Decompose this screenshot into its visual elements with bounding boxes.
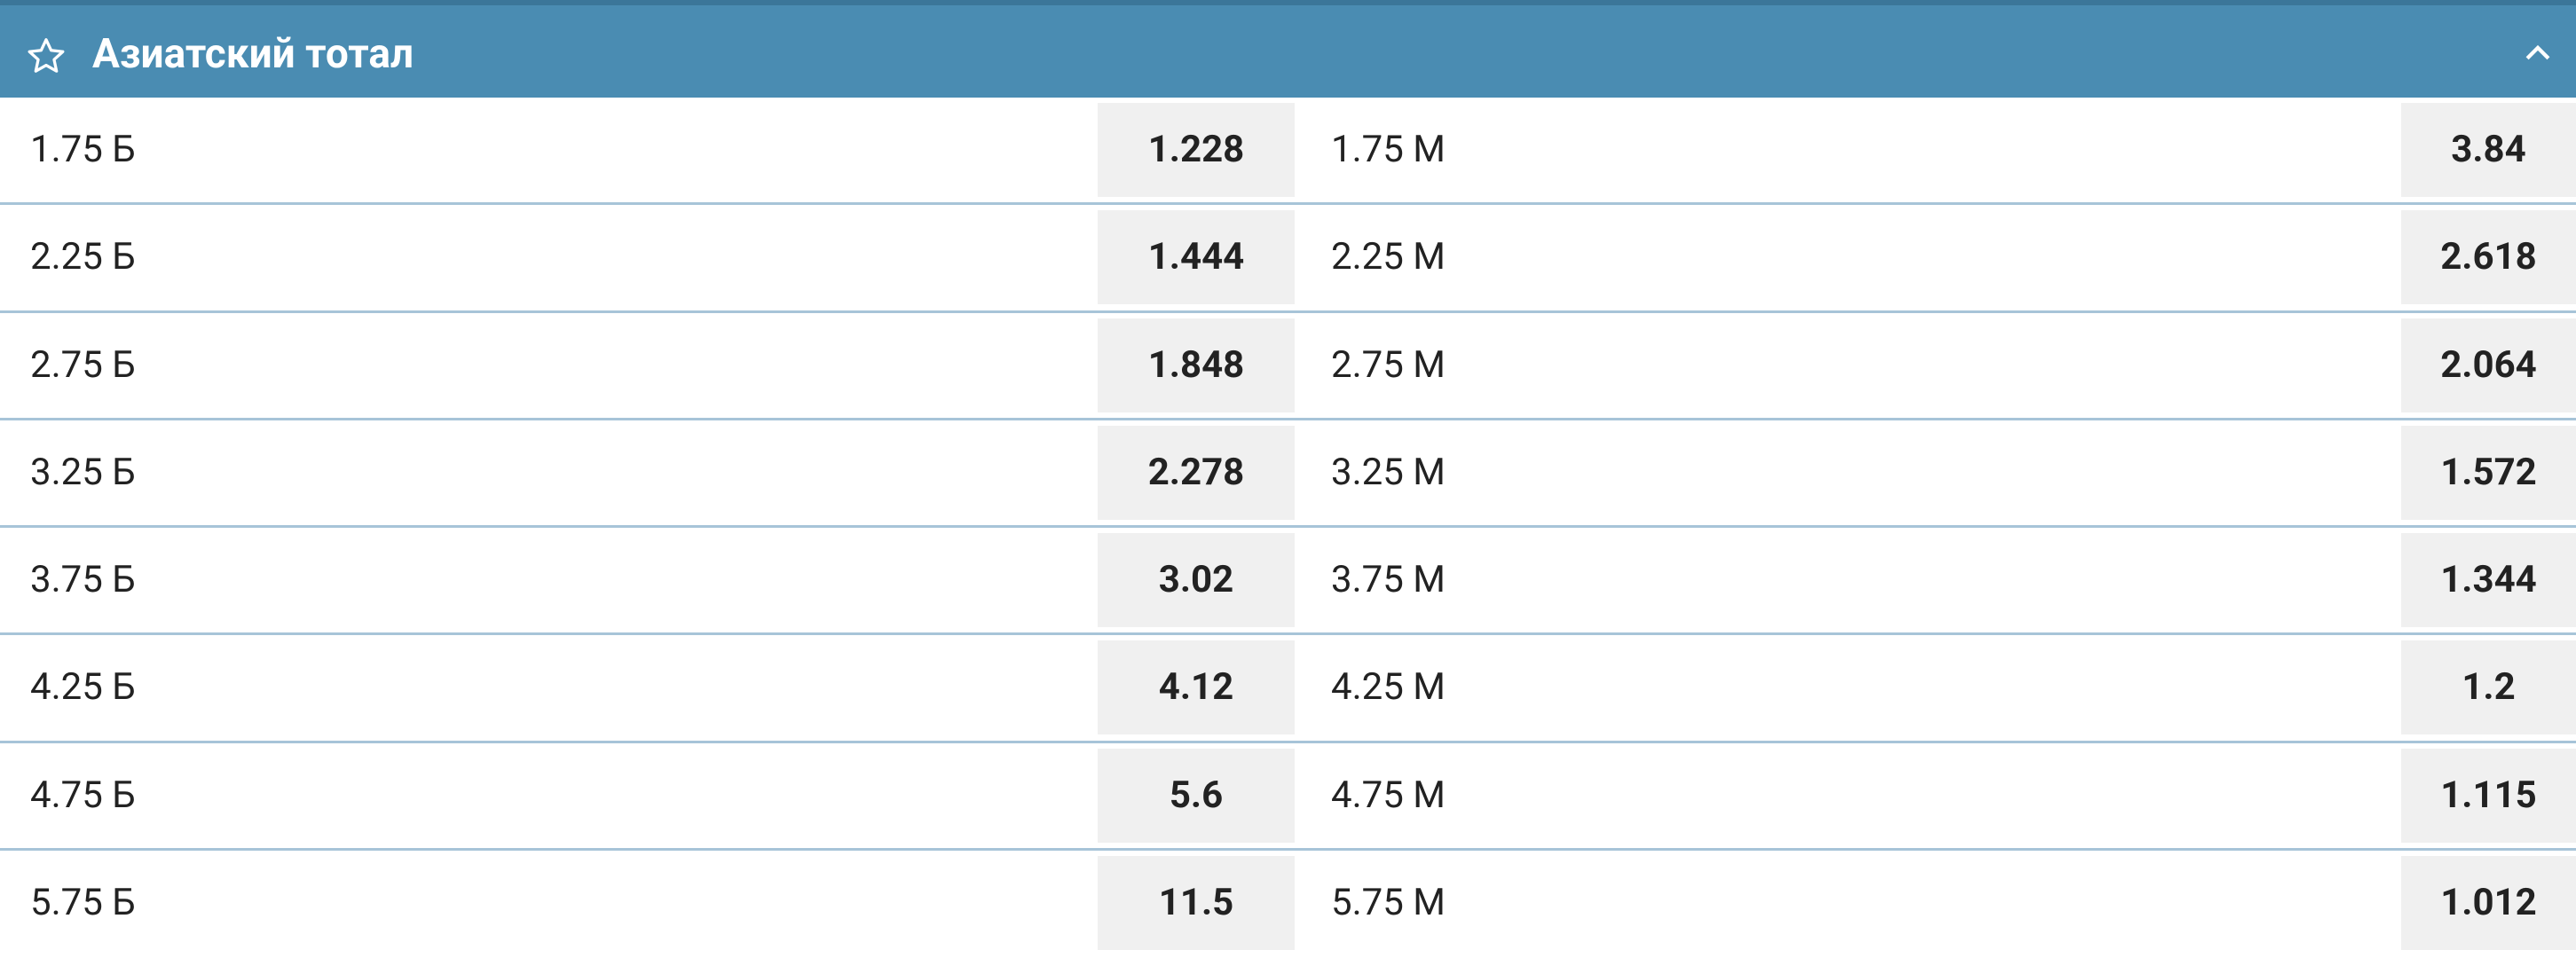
under-label: 5.75 М [1331,880,1446,924]
odds-table: 1.75 Б 1.228 1.75 М 3.84 2.25 Б 1.444 2.25 М 2.… [0,98,2576,958]
under-odds-button[interactable]: 1.012 [2401,855,2576,950]
over-odds-button[interactable]: 1.228 [1098,103,1295,197]
odds-row: 4.25 Б 4.12 4.25 М 1.2 [0,635,2576,743]
under-label: 1.75 М [1331,128,1446,171]
under-label: 4.25 М [1331,665,1446,710]
odds-row: 3.75 Б 3.02 3.75 М 1.344 [0,528,2576,636]
odds-row: 1.75 Б 1.228 1.75 М 3.84 [0,98,2576,206]
over-odds-button[interactable]: 1.848 [1098,318,1295,412]
under-label: 3.25 М [1331,450,1446,494]
over-label: 2.25 Б [30,235,136,279]
market-title: Азиатский тотал [92,30,414,78]
over-odds-button[interactable]: 3.02 [1098,533,1295,627]
under-odds-button[interactable]: 1.572 [2401,425,2576,520]
under-label: 2.25 М [1331,235,1446,279]
market-header[interactable]: Азиатский тотал [0,0,2576,98]
under-label: 2.75 М [1331,342,1446,387]
odds-row: 5.75 Б 11.5 5.75 М 1.012 [0,851,2576,958]
odds-row: 3.25 Б 2.278 3.25 М 1.572 [0,420,2576,528]
over-odds-button[interactable]: 11.5 [1098,855,1295,950]
over-label: 3.25 Б [30,450,136,494]
over-label: 5.75 Б [30,880,136,924]
over-label: 1.75 Б [30,128,136,171]
favorite-star[interactable] [27,37,66,75]
over-odds-button[interactable]: 5.6 [1098,748,1295,843]
over-odds-button[interactable]: 2.278 [1098,425,1295,520]
under-label: 4.75 М [1331,773,1446,817]
odds-row: 4.75 Б 5.6 4.75 М 1.115 [0,743,2576,851]
odds-row: 2.75 Б 1.848 2.75 М 2.064 [0,313,2576,420]
over-odds-button[interactable]: 1.444 [1098,210,1295,305]
under-odds-button[interactable]: 3.84 [2401,103,2576,197]
over-odds-button[interactable]: 4.12 [1098,640,1295,735]
under-odds-button[interactable]: 1.115 [2401,748,2576,843]
over-label: 2.75 Б [30,342,136,387]
under-odds-button[interactable]: 1.2 [2401,640,2576,735]
over-label: 4.25 Б [30,665,136,710]
over-label: 4.75 Б [30,773,136,817]
under-label: 3.75 М [1331,558,1446,601]
under-odds-button[interactable]: 2.064 [2401,318,2576,412]
under-odds-button[interactable]: 1.344 [2401,533,2576,627]
odds-row: 2.25 Б 1.444 2.25 М 2.618 [0,205,2576,313]
collapse-chevron[interactable] [2523,39,2553,66]
over-label: 3.75 Б [30,558,136,601]
under-odds-button[interactable]: 2.618 [2401,210,2576,305]
